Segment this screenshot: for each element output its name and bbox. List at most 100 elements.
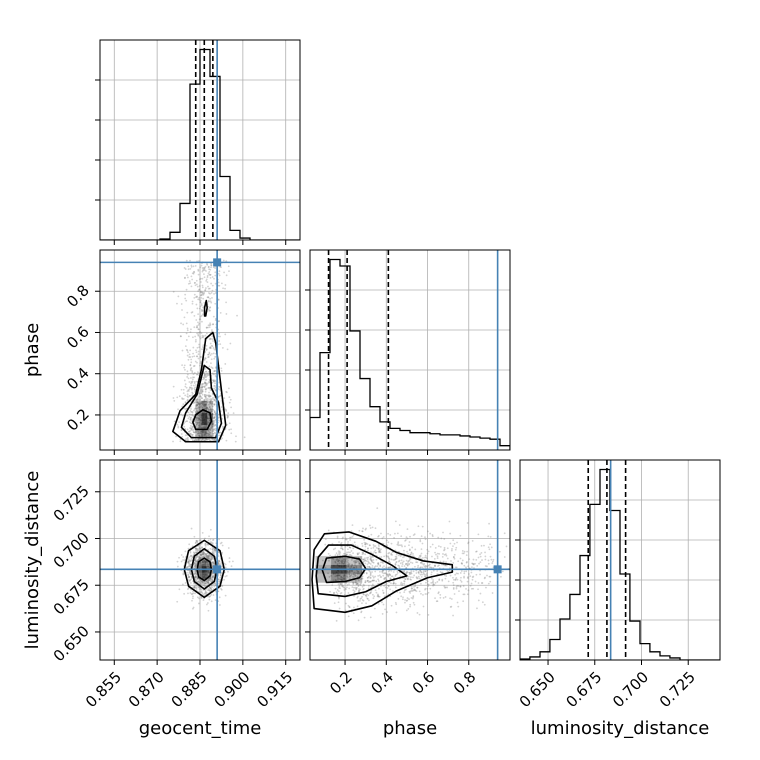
scatter-point — [489, 543, 492, 546]
scatter-point — [206, 564, 209, 567]
scatter-point — [213, 416, 216, 419]
scatter-point — [198, 569, 201, 572]
scatter-point — [218, 388, 221, 391]
scatter-point — [202, 293, 205, 296]
scatter-point — [420, 582, 422, 585]
scatter-point — [483, 603, 486, 606]
scatter-point — [334, 587, 337, 590]
scatter-point — [206, 556, 209, 559]
scatter-point — [210, 399, 213, 402]
scatter-point — [453, 593, 456, 595]
scatter-point — [190, 432, 192, 435]
scatter-point — [394, 563, 397, 566]
scatter-point — [206, 564, 209, 567]
scatter-point — [334, 547, 337, 550]
scatter-point — [197, 273, 200, 276]
scatter-point — [442, 560, 445, 563]
scatter-point — [368, 544, 371, 547]
scatter-point — [178, 421, 181, 424]
scatter-point — [185, 332, 188, 335]
scatter-point — [194, 542, 197, 545]
scatter-point — [406, 597, 409, 599]
scatter-point — [199, 336, 201, 338]
scatter-point — [194, 557, 197, 560]
scatter-point — [359, 598, 362, 600]
scatter-point — [208, 391, 210, 394]
scatter-point — [357, 585, 360, 587]
scatter-point — [207, 386, 210, 389]
scatter-point — [218, 562, 221, 565]
scatter-point — [205, 555, 208, 557]
scatter-point — [206, 296, 209, 299]
scatter-point — [382, 536, 385, 538]
scatter-point — [190, 554, 193, 557]
scatter-point — [439, 546, 442, 548]
scatter-point — [204, 381, 206, 384]
scatter-point — [172, 290, 175, 293]
scatter-point — [196, 549, 199, 552]
scatter-point — [218, 580, 221, 583]
scatter-point — [210, 410, 213, 413]
scatter-point — [397, 554, 400, 557]
scatter-point — [383, 585, 385, 587]
scatter-point — [446, 547, 449, 550]
scatter-point — [401, 584, 403, 586]
scatter-point — [181, 309, 183, 311]
scatter-point — [200, 426, 203, 429]
scatter-point — [405, 609, 408, 612]
scatter-point — [188, 556, 190, 559]
scatter-point — [211, 372, 214, 375]
scatter-point — [206, 602, 209, 604]
scatter-point — [205, 574, 208, 576]
scatter-point — [203, 575, 205, 578]
scatter-point — [193, 408, 196, 410]
scatter-point — [199, 573, 202, 576]
scatter-point — [419, 561, 422, 564]
scatter-point — [491, 560, 494, 563]
scatter-point — [355, 581, 357, 584]
scatter-point — [193, 439, 196, 442]
scatter-point — [403, 555, 406, 558]
scatter-point — [327, 529, 330, 532]
scatter-point — [412, 596, 415, 599]
scatter-point — [200, 304, 203, 307]
scatter-point — [201, 393, 204, 396]
scatter-point — [204, 542, 207, 545]
scatter-point — [179, 335, 182, 338]
scatter-point — [199, 299, 202, 302]
scatter-point — [449, 597, 451, 600]
scatter-point — [209, 268, 212, 271]
scatter-point — [419, 569, 422, 572]
scatter-point — [199, 571, 202, 574]
scatter-point — [347, 615, 350, 618]
scatter-point — [206, 571, 209, 574]
scatter-point — [198, 564, 201, 567]
scatter-point — [424, 556, 426, 559]
scatter-point — [371, 579, 374, 582]
scatter-point — [387, 585, 390, 588]
scatter-point — [182, 573, 185, 576]
scatter-point — [183, 592, 186, 595]
scatter-point — [203, 552, 206, 555]
scatter-point — [337, 574, 340, 577]
scatter-point — [344, 538, 347, 541]
scatter-point — [355, 583, 358, 586]
scatter-point — [408, 562, 410, 565]
scatter-point — [220, 587, 222, 590]
scatter-point — [456, 584, 459, 587]
scatter-point — [377, 562, 380, 565]
scatter-point — [207, 581, 210, 584]
scatter-point — [207, 417, 209, 420]
scatter-point — [207, 266, 210, 269]
scatter-point — [357, 570, 359, 573]
scatter-point — [195, 409, 198, 412]
scatter-point — [208, 571, 210, 574]
scatter-point — [195, 540, 198, 542]
scatter-point — [193, 577, 196, 580]
scatter-point — [196, 397, 199, 400]
scatter-point — [347, 562, 350, 565]
scatter-point — [199, 563, 202, 566]
scatter-point — [200, 571, 203, 574]
scatter-point — [397, 544, 400, 547]
scatter-point — [187, 276, 189, 279]
